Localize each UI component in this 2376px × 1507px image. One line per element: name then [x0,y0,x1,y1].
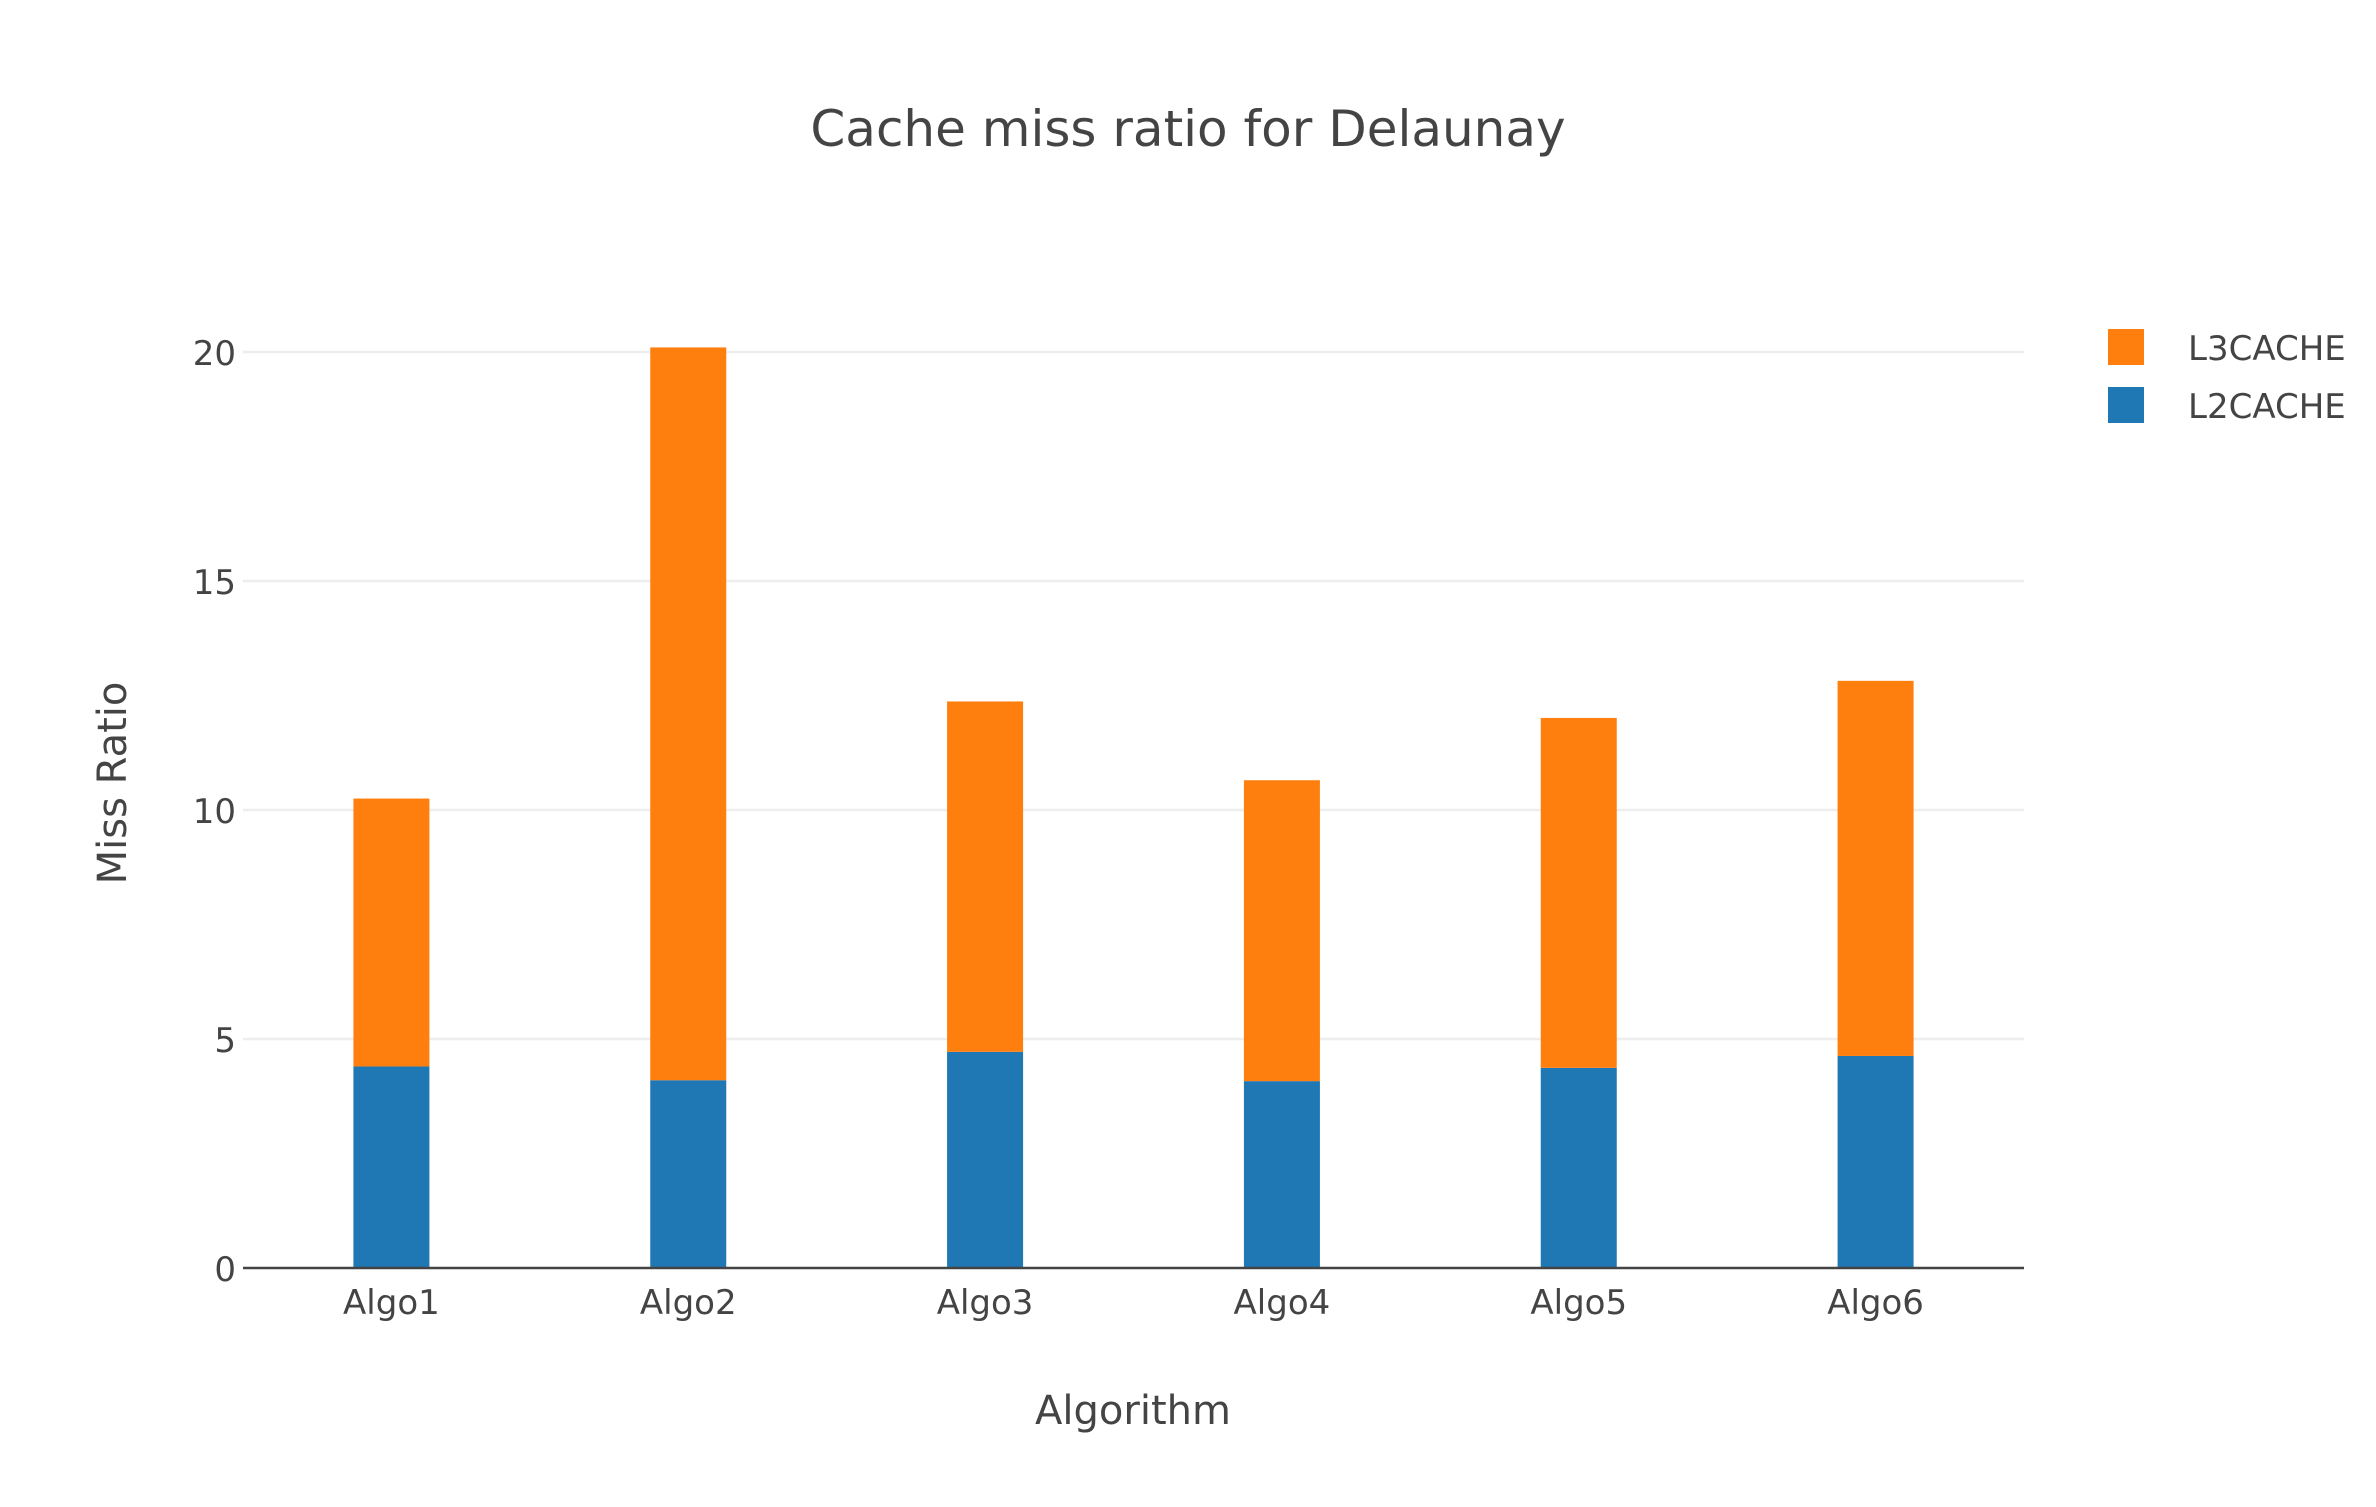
bar-l2cache-algo3 [947,1051,1024,1268]
legend-swatch [2108,387,2144,423]
bar-l3cache-algo3 [947,701,1024,1052]
bar-l3cache-algo1 [353,798,430,1067]
bar-l2cache-algo4 [1243,1081,1320,1268]
legend-item-l3cache[interactable]: L3CACHE [2108,329,2346,369]
y-tick-label: 5 [214,1021,236,1061]
bar-l2cache-algo1 [353,1066,430,1268]
bar-l2cache-algo2 [650,1080,727,1268]
legend-label: L3CACHE [2188,329,2346,369]
x-tick-label: Algo6 [1827,1283,1924,1323]
x-tick-label: Algo3 [937,1283,1034,1323]
x-tick-label: Algo1 [343,1283,440,1323]
y-tick-label: 15 [193,563,236,603]
y-tick-label: 20 [193,334,236,374]
legend: L3CACHE L2CACHE [2108,329,2346,427]
chart-title: Cache miss ratio for Delaunay [810,100,1565,158]
y-axis-ticks: 0 5 10 15 20 [193,334,236,1290]
bar-l3cache-algo4 [1243,780,1320,1082]
y-tick-label: 10 [193,792,236,832]
bar-l2cache-algo5 [1540,1067,1617,1268]
y-tick-label: 0 [214,1250,236,1290]
legend-item-l2cache[interactable]: L2CACHE [2108,387,2346,427]
legend-swatch [2108,329,2144,365]
legend-label: L2CACHE [2188,387,2346,427]
x-axis-ticks: Algo1 Algo2 Algo3 Algo4 Algo5 Algo6 [343,1283,1924,1323]
x-tick-label: Algo4 [1234,1283,1331,1323]
bar-l3cache-algo5 [1540,717,1617,1068]
bar-l3cache-algo6 [1837,680,1914,1056]
gridlines [243,350,2024,1041]
bar-l2cache-algo6 [1837,1055,1914,1268]
x-tick-label: Algo2 [640,1283,737,1323]
x-tick-label: Algo5 [1530,1283,1627,1323]
x-axis-title: Algorithm [1035,1388,1231,1434]
bars [353,347,1914,1268]
y-axis-title: Miss Ratio [90,682,136,885]
bar-l3cache-algo2 [650,347,727,1081]
